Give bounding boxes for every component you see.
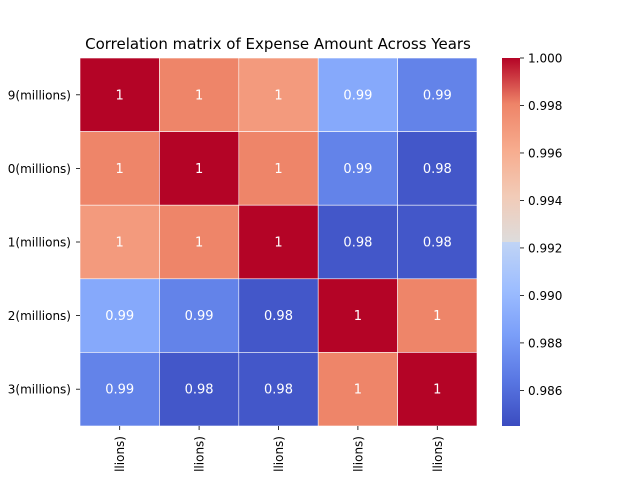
cell-annotation: 1 — [116, 88, 124, 103]
cell-annotation: 0.99 — [343, 162, 372, 177]
chart-title: Correlation matrix of Expense Amount Acr… — [85, 35, 471, 53]
heatmap-cell — [238, 57, 319, 132]
heatmap-cell — [79, 131, 160, 206]
y-tick-label: 0(millions) — [8, 162, 71, 176]
colorbar-tick-label: 0.990 — [528, 289, 562, 303]
heatmap-cell — [238, 204, 319, 280]
colorbar-tick-label: 0.994 — [528, 194, 562, 208]
heatmap-cell — [159, 204, 240, 280]
heatmap-cell — [397, 278, 478, 353]
cell-annotation: 0.99 — [105, 309, 134, 324]
heatmap-cell — [397, 131, 478, 206]
colorbar-ticks: 1.000 0.998 0.996 0.994 0.992 0.990 0.988 0.986 — [520, 52, 562, 398]
cell-annotation: 0.98 — [423, 162, 452, 177]
colorbar-tick-label: 0.992 — [528, 241, 562, 255]
cell-annotation: 1 — [274, 162, 282, 177]
colorbar-tick-label: 0.988 — [528, 336, 562, 350]
heatmap-cell — [317, 57, 398, 132]
cell-annotation: 0.99 — [343, 88, 372, 103]
x-tick-label: llions) — [351, 436, 365, 472]
heatmap-cell — [397, 352, 478, 427]
cell-annotation: 0.98 — [264, 383, 293, 398]
cell-annotation: 1 — [195, 236, 203, 251]
x-tick-label: llions) — [113, 436, 127, 472]
y-tick-label: 9(millions) — [8, 88, 71, 102]
heatmap-cell — [159, 352, 240, 427]
colorbar-tick-label: 0.996 — [528, 146, 562, 160]
heatmap-cell — [238, 352, 319, 427]
cell-annotation: 1 — [274, 236, 282, 251]
cell-annotation: 0.99 — [105, 383, 134, 398]
cell-annotation: 0.98 — [264, 309, 293, 324]
x-tick-labels: llions) llions) llions) llions) llions) — [113, 426, 445, 472]
cell-annotation: 0.99 — [423, 88, 452, 103]
heatmap-cell — [397, 204, 478, 280]
cell-annotation: 1 — [274, 88, 282, 103]
colorbar-tick-label: 0.986 — [528, 384, 562, 398]
cell-annotation: 1 — [354, 383, 362, 398]
x-tick-label: llions) — [431, 436, 445, 472]
cell-annotation: 0.98 — [185, 383, 214, 398]
y-tick-label: 1(millions) — [8, 236, 71, 250]
colorbar — [502, 58, 520, 426]
y-tick-label: 2(millions) — [8, 309, 71, 323]
cell-annotation: 1 — [433, 309, 441, 324]
cell-annotation: 1 — [116, 236, 124, 251]
cell-annotation: 0.98 — [343, 236, 372, 251]
y-tick-label: 3(millions) — [8, 383, 71, 397]
x-tick-label: llions) — [193, 436, 207, 472]
heatmap-cell — [159, 278, 240, 353]
heatmap-cell — [159, 57, 240, 132]
colorbar-tick-label: 1.000 — [528, 52, 562, 66]
cell-annotation: 0.98 — [423, 236, 452, 251]
heatmap-cell — [79, 57, 160, 132]
cell-annotations: 1 1 1 0.99 0.99 1 1 1 0.99 0.98 1 1 1 0.98 0.98 0.99 0.9… — [105, 88, 452, 397]
heatmap-cell — [317, 204, 398, 280]
colorbar-gradient — [502, 58, 520, 426]
cell-annotation: 1 — [195, 88, 203, 103]
cell-annotation: 1 — [195, 162, 203, 177]
cell-annotation: 1 — [116, 162, 124, 177]
cell-annotation: 1 — [433, 383, 441, 398]
heatmap-cell — [397, 57, 478, 132]
heatmap-cell — [238, 131, 319, 206]
cell-annotation: 1 — [354, 309, 362, 324]
heatmap-cell — [238, 278, 319, 353]
cell-annotation: 0.99 — [185, 309, 214, 324]
heatmap-cell — [317, 278, 398, 353]
heatmap-cell — [79, 352, 160, 427]
y-tick-labels: 9(millions) 0(millions) 1(millions) 2(milli… — [8, 88, 80, 397]
x-tick-label: llions) — [272, 436, 286, 472]
heatmap-cells — [79, 57, 478, 427]
colorbar-tick-label: 0.998 — [528, 99, 562, 113]
